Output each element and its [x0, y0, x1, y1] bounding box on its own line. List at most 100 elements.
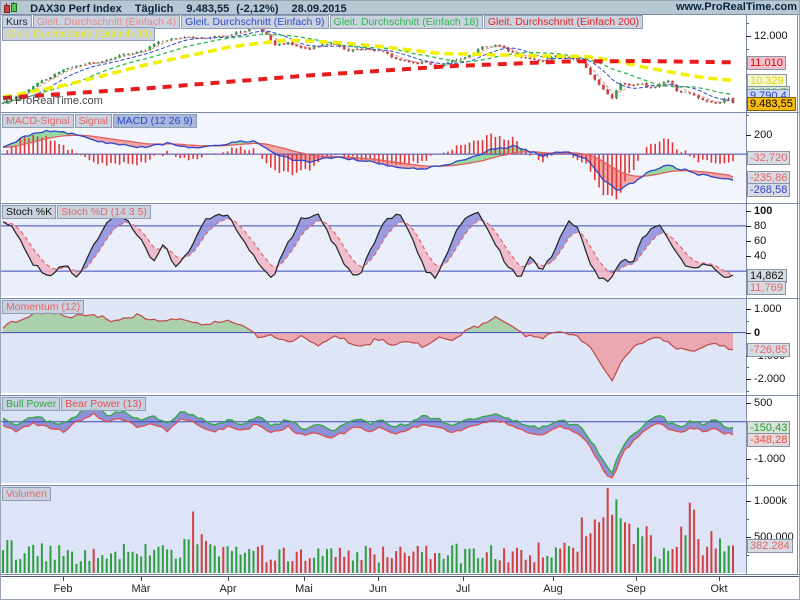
bullbear: Bull Power Bear Power (13): [2, 397, 147, 415]
legend-chip-stoch-1[interactable]: Stoch %D (14 3 5): [57, 205, 151, 219]
minor-tick: [746, 478, 749, 479]
axis-tick-label: 500: [754, 397, 773, 409]
minor-tick: [746, 555, 749, 556]
minor-tick: [746, 367, 749, 368]
axis-tick: [746, 333, 751, 334]
axis-tick: [746, 403, 751, 404]
month-tick: [228, 577, 229, 581]
axis-tick-label: -2.000: [754, 373, 786, 385]
price-change: (-2,12%): [236, 3, 279, 15]
legend-chip-macd-2[interactable]: MACD (12 26 9): [112, 114, 197, 128]
month-label-Mär: Mär: [131, 583, 151, 595]
month-label-Sep: Sep: [626, 583, 646, 595]
panel-separator: [1, 203, 799, 204]
axis-tick-label: 1.000: [754, 303, 782, 315]
legend-chip-price-row1-0[interactable]: Kurs: [2, 15, 32, 29]
candlestick-logo-icon: [3, 2, 17, 13]
legend-chip-macd-1[interactable]: Signal: [74, 114, 112, 128]
volume-panel[interactable]: [1, 486, 746, 573]
legend-chip-bullbear-0[interactable]: Bull Power: [2, 397, 61, 411]
axis-tick-label: 100: [754, 205, 773, 217]
legend-chip-bullbear-1[interactable]: Bear Power (13): [61, 397, 146, 411]
website-link[interactable]: www.ProRealTime.com: [675, 1, 797, 13]
last-price-label: 9.483,55: [747, 97, 796, 111]
month-label-Jul: Jul: [455, 583, 471, 595]
legend-chip-macd-0[interactable]: MACD-Signal: [2, 114, 74, 128]
month-tick: [141, 577, 142, 581]
month-tick: [378, 577, 379, 581]
last-price: 9.483,55: [186, 3, 230, 15]
volume: Volumen: [2, 487, 52, 505]
indicator-value-label: -150,43: [747, 421, 791, 435]
panel-separator: [1, 395, 799, 396]
panel-separator: [1, 485, 799, 486]
axis-tick: [746, 459, 751, 460]
panel-separator: [1, 574, 799, 575]
month-label-Okt: Okt: [710, 583, 728, 595]
indicator-value-label: -726,85: [747, 343, 791, 357]
axis-tick-label: 40: [754, 250, 767, 262]
watermark: © ProRealTime.com: [4, 95, 103, 107]
axis-tick: [746, 309, 751, 310]
momentum-panel[interactable]: [1, 299, 746, 393]
minor-tick: [746, 391, 749, 392]
month-label-Aug: Aug: [543, 583, 563, 595]
axis-tick: [746, 241, 751, 242]
panel-separator: [1, 14, 799, 15]
axis-tick: [746, 501, 751, 502]
axis-tick-label: 200: [754, 129, 773, 141]
indicator-value-label: -268,58: [747, 183, 791, 197]
stoch: Stoch %K Stoch %D (14 3 5): [2, 205, 152, 223]
axis-tick: [746, 379, 751, 380]
axis-tick: [746, 226, 751, 227]
legend-chip-price-row1-4[interactable]: Gleit. Durchschnitt (Einfach 200): [483, 15, 643, 29]
legend-chip-stoch-0[interactable]: Stoch %K: [2, 205, 57, 219]
indicator-value-label: 10.329: [747, 74, 787, 88]
month-label-Feb: Feb: [53, 583, 73, 595]
month-tick: [63, 577, 64, 581]
axis-tick: [746, 537, 751, 538]
title-bar: DAX30 Perf Index Täglich 9.483,55 (-2,12…: [1, 1, 799, 15]
time-axis[interactable]: Feb Mär Apr Mai Jun Jul Aug Sep Okt: [1, 576, 799, 599]
axis-tick-label: 0: [754, 327, 761, 339]
legend-chip-volume-0[interactable]: Volumen: [2, 487, 51, 501]
legend-chip-price-row1-3[interactable]: Gleit. Durchschnitt (Einfach 18): [329, 15, 483, 29]
minor-tick: [746, 321, 749, 322]
momentum: Momentum (12): [2, 300, 85, 318]
panel-separator: [1, 298, 799, 299]
quote-date: 28.09.2015: [291, 3, 347, 15]
timeframe-label: Täglich: [134, 3, 174, 15]
indicator-value-label: 11,769: [747, 281, 786, 295]
indicator-value-label: 11.010: [747, 56, 786, 70]
minor-tick: [746, 49, 749, 50]
minor-tick: [746, 519, 749, 520]
month-tick: [304, 577, 305, 581]
price-axis-line: [746, 15, 747, 574]
axis-tick: [746, 256, 751, 257]
month-tick: [553, 577, 554, 581]
axis-tick-label: 80: [754, 220, 767, 232]
month-label-Apr: Apr: [219, 583, 237, 595]
month-tick: [463, 577, 464, 581]
axis-tick-label: -1.000: [754, 453, 786, 465]
month-label-Jun: Jun: [369, 583, 387, 595]
month-tick: [636, 577, 637, 581]
macd: MACD-Signal Signal MACD (12 26 9): [2, 114, 198, 132]
legend-chip-price-row2-0[interactable]: Gleit. Durchschnitt (Einfach 38): [2, 27, 156, 41]
legend-chip-price-row1-2[interactable]: Gleit. Durchschnitt (Einfach 9): [181, 15, 329, 29]
axis-tick-label: 12.000: [754, 30, 788, 42]
minor-tick: [746, 115, 749, 116]
instrument-name: DAX30 Perf Index: [30, 3, 122, 15]
axis-tick: [746, 135, 751, 136]
month-label-Mai: Mai: [295, 583, 313, 595]
minor-tick: [746, 23, 749, 24]
axis-tick: [746, 211, 751, 212]
axis-tick-label: 1.000k: [754, 495, 788, 507]
legend-chip-momentum-0[interactable]: Momentum (12): [2, 300, 85, 314]
indicator-value-label: -32,720: [747, 151, 791, 165]
panel-separator: [1, 112, 799, 113]
indicator-value-label: -348,28: [747, 433, 791, 447]
axis-tick-label: 60: [754, 235, 767, 247]
stoch-panel[interactable]: [1, 204, 746, 296]
